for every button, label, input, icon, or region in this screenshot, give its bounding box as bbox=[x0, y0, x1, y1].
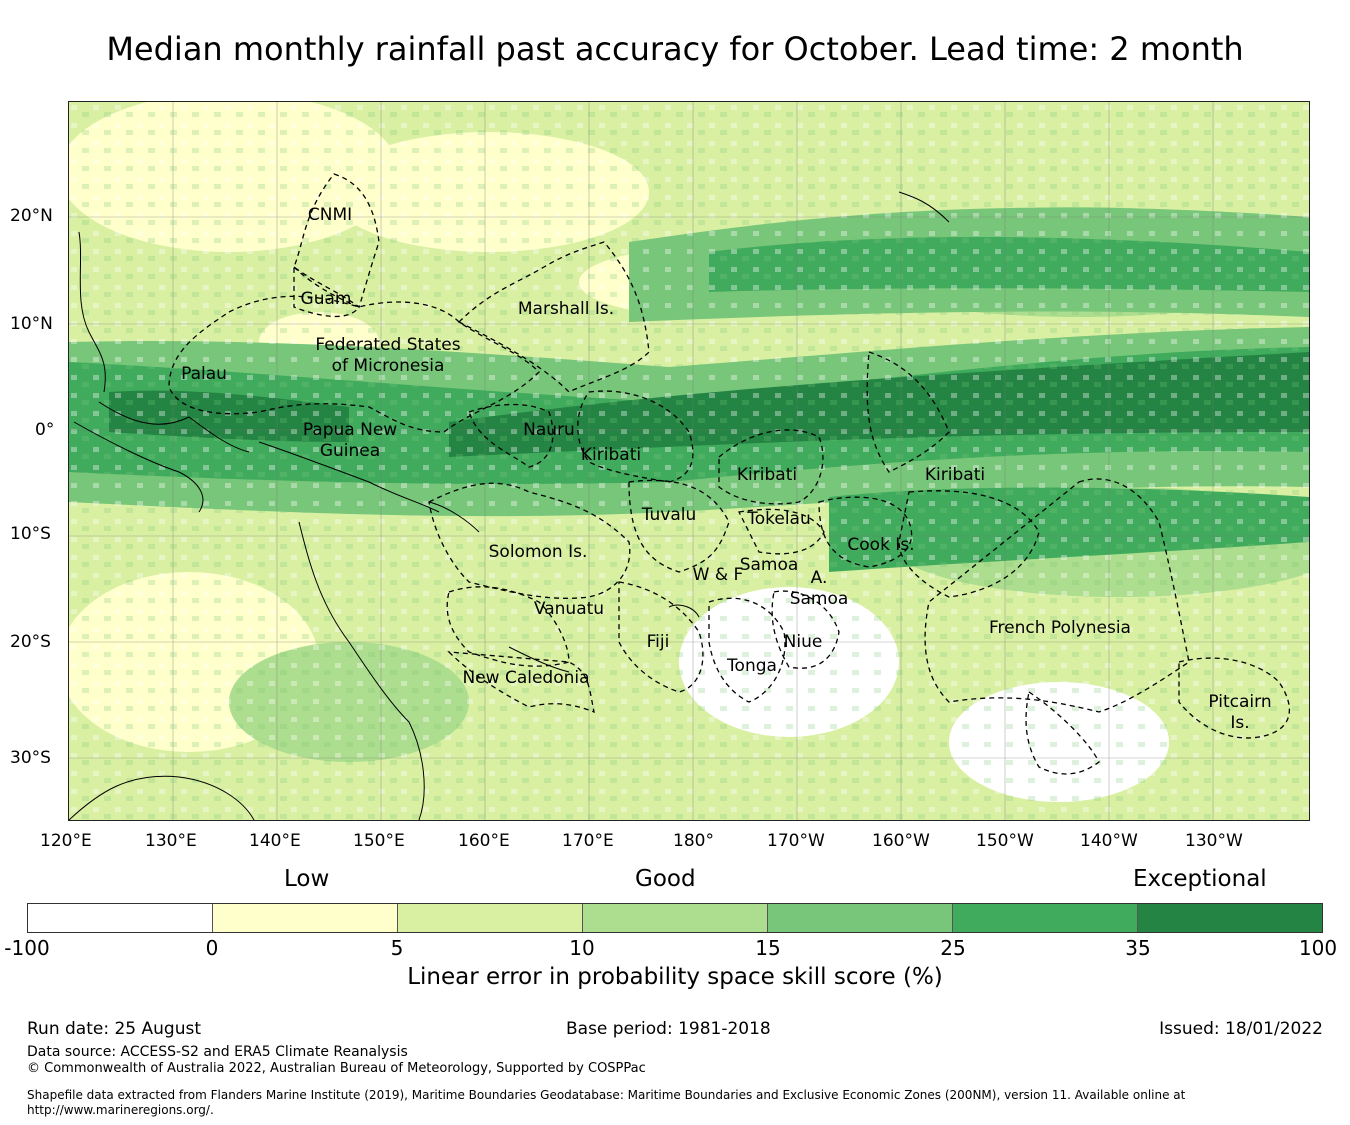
field-texture bbox=[69, 102, 1309, 820]
map-canvas: CNMI Guam Marshall Is. Federated States o… bbox=[59, 92, 1349, 821]
region-label-french-polynesia: French Polynesia bbox=[989, 618, 1131, 638]
lon-label: 150°E bbox=[353, 831, 405, 851]
colorbar-tick: 35 bbox=[1125, 936, 1151, 960]
region-label-solomon-is: Solomon Is. bbox=[489, 542, 588, 562]
legend-category-exceptional: Exceptional bbox=[1133, 866, 1267, 892]
colorbar-tick: 5 bbox=[390, 936, 404, 960]
colorbar-segment bbox=[28, 904, 213, 932]
lon-label: 130°E bbox=[145, 831, 197, 851]
colorbar-segment bbox=[768, 904, 953, 932]
region-label-cook-is: Cook Is. bbox=[847, 535, 914, 555]
lon-label: 130°W bbox=[1185, 831, 1243, 851]
legend-category-low: Low bbox=[284, 866, 330, 892]
colorbar-segment bbox=[213, 904, 398, 932]
lon-label: 180° bbox=[673, 831, 714, 851]
eez-boundaries bbox=[168, 173, 1290, 775]
lon-label: 160°W bbox=[872, 831, 930, 851]
region-label-fsm: Federated States of Micronesia bbox=[315, 335, 460, 376]
lon-label: 170°E bbox=[562, 831, 614, 851]
colorbar-segment bbox=[1138, 904, 1322, 932]
region-label-palau: Palau bbox=[181, 364, 227, 384]
colorbar-tick: 10 bbox=[569, 936, 595, 960]
region-label-guam: Guam bbox=[301, 289, 352, 309]
region-label-fiji: Fiji bbox=[647, 632, 670, 652]
region-label-new-caledonia: New Caledonia bbox=[462, 668, 589, 688]
colorbar-tick: 100 bbox=[1298, 936, 1338, 960]
colorbar-tick: 25 bbox=[940, 936, 966, 960]
lat-label: 30°S bbox=[10, 748, 51, 768]
lon-label: 170°W bbox=[767, 831, 825, 851]
region-label-pitcairn-is: Pitcairn Is. bbox=[1208, 692, 1271, 733]
legend-category-good: Good bbox=[635, 866, 696, 892]
lon-label: 160°E bbox=[458, 831, 510, 851]
region-label-samoa: Samoa bbox=[740, 555, 799, 575]
issued-date: Issued: 18/01/2022 bbox=[1159, 1019, 1323, 1039]
colorbar-segment bbox=[398, 904, 583, 932]
region-label-tokelau: Tokelau bbox=[746, 509, 811, 529]
region-label-wallis-futuna: W & F bbox=[693, 565, 744, 585]
colorbar-title: Linear error in probability space skill … bbox=[407, 964, 943, 990]
lon-label: 140°W bbox=[1080, 831, 1138, 851]
colorbar-segment bbox=[953, 904, 1138, 932]
lon-label: 140°E bbox=[249, 831, 301, 851]
colorbar-tick: 0 bbox=[205, 936, 219, 960]
region-label-niue: Niue bbox=[784, 632, 823, 652]
base-period: Base period: 1981-2018 bbox=[566, 1019, 771, 1039]
region-labels: CNMI Guam Marshall Is. Federated States o… bbox=[181, 205, 1272, 733]
region-label-american-samoa: A. Samoa bbox=[790, 568, 849, 609]
colorbar-segment bbox=[583, 904, 768, 932]
region-label-vanuatu: Vanuatu bbox=[534, 599, 604, 619]
lat-label: 20°N bbox=[10, 206, 53, 226]
region-label-kiribati-gilbert: Kiribati bbox=[581, 445, 641, 465]
colorbar bbox=[27, 903, 1323, 933]
run-date: Run date: 25 August bbox=[27, 1019, 201, 1039]
lon-label: 150°W bbox=[976, 831, 1034, 851]
lat-label: 20°S bbox=[10, 632, 51, 652]
lat-label: 10°S bbox=[10, 524, 51, 544]
shapefile-credit: Shapefile data extracted from Flanders M… bbox=[27, 1088, 1186, 1117]
region-label-tuvalu: Tuvalu bbox=[641, 505, 697, 525]
region-label-tonga: Tonga bbox=[726, 656, 777, 676]
region-label-nauru: Nauru bbox=[523, 420, 575, 440]
colorbar-tick: -100 bbox=[4, 936, 50, 960]
region-label-cnmi: CNMI bbox=[308, 205, 352, 225]
colorbar-tick: 15 bbox=[755, 936, 781, 960]
coastlines bbox=[68, 191, 950, 821]
lon-label: 120°E bbox=[40, 831, 92, 851]
data-source: Data source: ACCESS-S2 and ERA5 Climate … bbox=[27, 1044, 408, 1060]
chart-title: Median monthly rainfall past accuracy fo… bbox=[106, 30, 1244, 68]
region-label-png: Papua New Guinea bbox=[303, 420, 397, 461]
region-label-kiribati-line: Kiribati bbox=[925, 465, 985, 485]
region-label-marshall-is: Marshall Is. bbox=[518, 299, 614, 319]
lat-label: 10°N bbox=[10, 314, 53, 334]
lat-label: 0° bbox=[35, 420, 55, 440]
copyright: © Commonwealth of Australia 2022, Austra… bbox=[27, 1061, 646, 1076]
graticule bbox=[69, 102, 1309, 820]
rainfall-skill-map: CNMI Guam Marshall Is. Federated States o… bbox=[59, 92, 1349, 821]
region-label-kiribati-phoenix: Kiribati bbox=[737, 465, 797, 485]
